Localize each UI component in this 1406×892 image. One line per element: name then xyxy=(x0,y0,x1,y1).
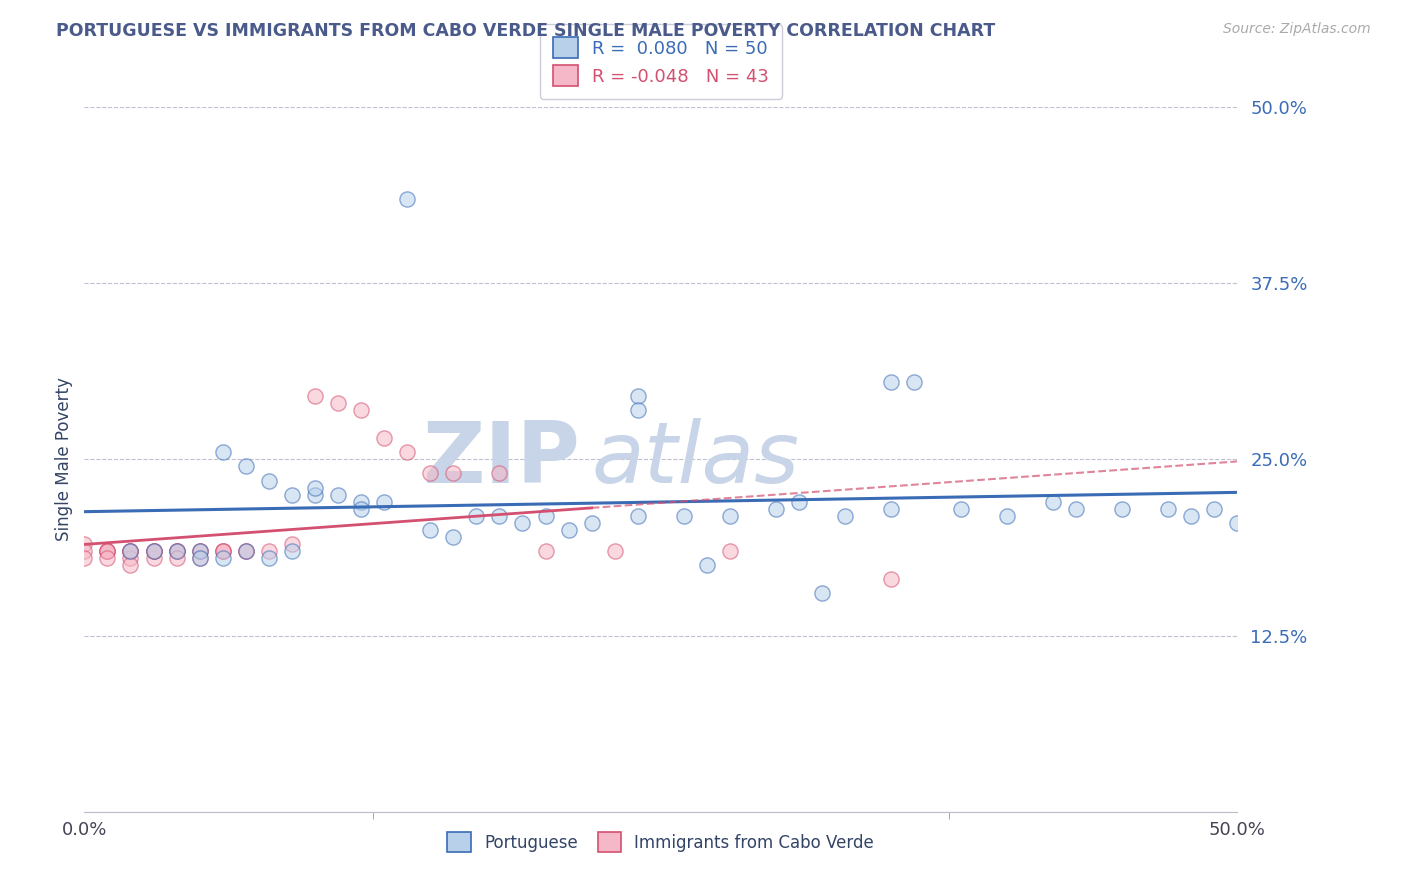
Point xyxy=(326,396,349,410)
Point xyxy=(1042,494,1064,508)
Point xyxy=(257,544,280,558)
Point xyxy=(1157,501,1180,516)
Point xyxy=(304,481,326,495)
Point xyxy=(880,501,903,516)
Point xyxy=(257,474,280,488)
Point xyxy=(142,544,165,558)
Point xyxy=(96,551,118,566)
Point xyxy=(142,544,165,558)
Point xyxy=(96,544,118,558)
Point xyxy=(304,389,326,403)
Point xyxy=(120,544,142,558)
Point xyxy=(166,544,188,558)
Point xyxy=(188,544,211,558)
Point xyxy=(304,487,326,501)
Point xyxy=(235,544,257,558)
Point xyxy=(73,551,96,566)
Point xyxy=(627,508,650,523)
Point xyxy=(373,494,395,508)
Point xyxy=(120,551,142,566)
Point xyxy=(166,551,188,566)
Point xyxy=(350,403,373,417)
Point xyxy=(257,551,280,566)
Point xyxy=(1111,501,1133,516)
Point xyxy=(235,544,257,558)
Point xyxy=(1204,501,1226,516)
Point xyxy=(350,501,373,516)
Point xyxy=(96,544,118,558)
Point xyxy=(73,544,96,558)
Point xyxy=(1180,508,1202,523)
Text: ZIP: ZIP xyxy=(422,417,581,501)
Point xyxy=(211,544,233,558)
Point xyxy=(880,375,903,389)
Point xyxy=(120,544,142,558)
Point xyxy=(142,551,165,566)
Point xyxy=(419,467,441,481)
Point xyxy=(787,494,810,508)
Y-axis label: Single Male Poverty: Single Male Poverty xyxy=(55,377,73,541)
Point xyxy=(166,544,188,558)
Point xyxy=(188,544,211,558)
Point xyxy=(1226,516,1249,530)
Point xyxy=(834,508,856,523)
Point xyxy=(396,192,419,206)
Point xyxy=(488,467,510,481)
Point xyxy=(211,551,233,566)
Point xyxy=(235,459,257,474)
Point xyxy=(281,544,304,558)
Point xyxy=(903,375,925,389)
Point xyxy=(326,487,349,501)
Point xyxy=(1064,501,1087,516)
Point xyxy=(718,544,741,558)
Point xyxy=(281,537,304,551)
Point xyxy=(373,431,395,445)
Point xyxy=(120,544,142,558)
Point xyxy=(718,508,741,523)
Point xyxy=(534,544,557,558)
Point xyxy=(627,403,650,417)
Text: PORTUGUESE VS IMMIGRANTS FROM CABO VERDE SINGLE MALE POVERTY CORRELATION CHART: PORTUGUESE VS IMMIGRANTS FROM CABO VERDE… xyxy=(56,22,995,40)
Point xyxy=(488,508,510,523)
Point xyxy=(350,494,373,508)
Text: Source: ZipAtlas.com: Source: ZipAtlas.com xyxy=(1223,22,1371,37)
Point xyxy=(235,544,257,558)
Point xyxy=(120,544,142,558)
Point xyxy=(188,551,211,566)
Point xyxy=(441,530,464,544)
Point xyxy=(465,508,488,523)
Point xyxy=(188,544,211,558)
Point xyxy=(672,508,695,523)
Point xyxy=(419,523,441,537)
Point xyxy=(880,572,903,586)
Point xyxy=(949,501,972,516)
Point xyxy=(96,544,118,558)
Point xyxy=(811,586,834,600)
Point xyxy=(696,558,718,573)
Point xyxy=(765,501,787,516)
Legend: Portuguese, Immigrants from Cabo Verde: Portuguese, Immigrants from Cabo Verde xyxy=(436,821,886,863)
Point xyxy=(166,544,188,558)
Point xyxy=(534,508,557,523)
Point xyxy=(96,544,118,558)
Point xyxy=(120,558,142,573)
Point xyxy=(557,523,579,537)
Point xyxy=(73,537,96,551)
Point xyxy=(995,508,1018,523)
Point xyxy=(211,544,233,558)
Point xyxy=(512,516,534,530)
Point xyxy=(211,544,233,558)
Point xyxy=(188,551,211,566)
Point xyxy=(142,544,165,558)
Point xyxy=(396,445,419,459)
Point xyxy=(211,445,233,459)
Point xyxy=(627,389,650,403)
Text: atlas: atlas xyxy=(592,417,800,501)
Point xyxy=(281,487,304,501)
Point xyxy=(581,516,603,530)
Point xyxy=(441,467,464,481)
Point xyxy=(603,544,626,558)
Point xyxy=(142,544,165,558)
Point xyxy=(166,544,188,558)
